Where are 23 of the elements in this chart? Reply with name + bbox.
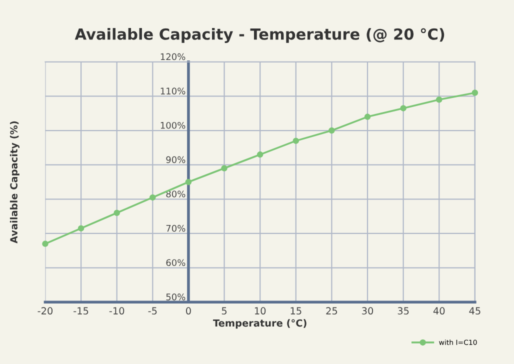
x-axis-title: Temperature (°C) (213, 319, 306, 329)
x-tick-label: 35 (398, 307, 409, 315)
y-tick-label: 70% (166, 224, 186, 232)
y-tick-label: 60% (166, 259, 186, 266)
x-tick-label: 40 (433, 307, 445, 315)
x-tick-label: -5 (148, 307, 157, 315)
x-tick-label: -15 (74, 307, 88, 315)
x-tick-label: 45 (469, 307, 480, 315)
y-tick-label: 100% (160, 122, 186, 129)
y-axis-title: Available Capacity (%) (10, 121, 20, 244)
y-tick-label: 110% (160, 88, 186, 94)
x-tick-label: 25 (326, 307, 338, 315)
x-tick-label: 0 (186, 307, 191, 315)
x-tick-label: 30 (362, 307, 374, 315)
x-tick-label: -10 (109, 307, 124, 315)
y-tick-label: 90% (166, 156, 186, 164)
y-tick-label: 50% (166, 294, 186, 300)
x-tick-label: -20 (38, 307, 53, 315)
x-tick-label: 10 (254, 307, 266, 315)
x-tick-label: 5 (222, 307, 227, 315)
y-tick-label: 120% (160, 53, 186, 60)
chart-title: Available Capacity - Temperature (@ 20 °C) (74, 28, 444, 43)
x-tick-label: 15 (290, 307, 302, 315)
